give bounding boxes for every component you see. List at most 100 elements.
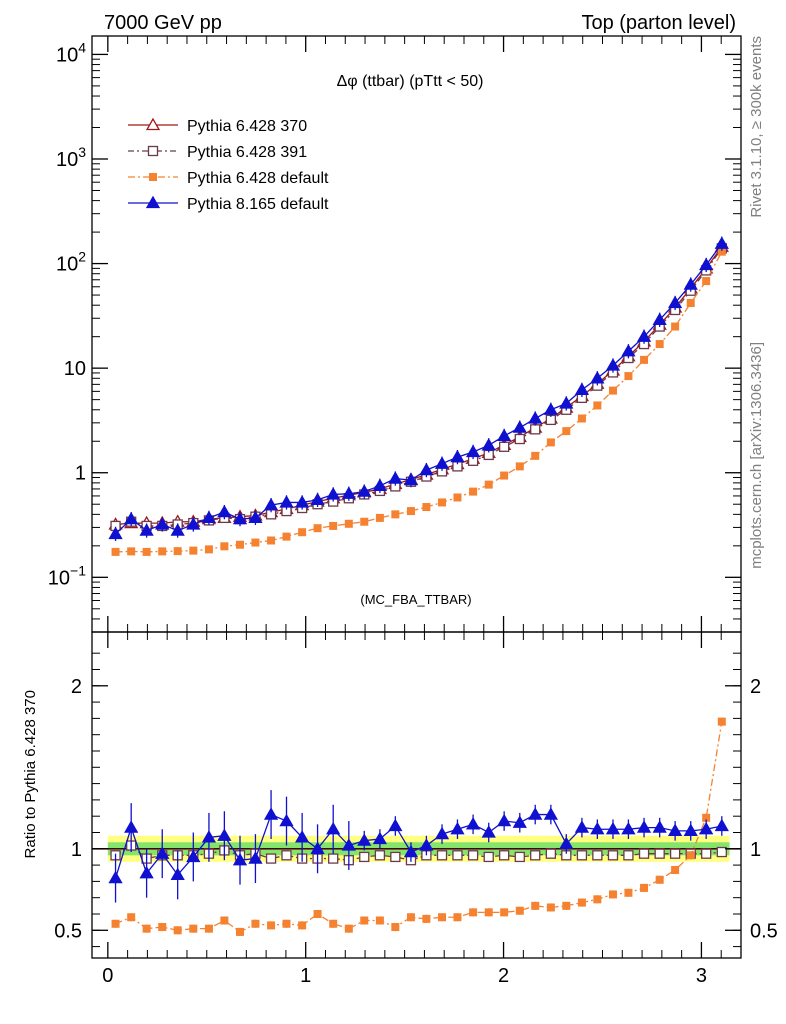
ratio-point [124,820,139,833]
ratio-y-tick-label-right: 0.5 [750,920,778,942]
y-tick-label: 1 [75,463,86,485]
ratio-point [484,908,493,917]
data-point [714,236,729,249]
data-point [344,519,353,528]
data-point [189,546,198,555]
data-point [608,386,617,395]
ratio-point [497,813,512,827]
legend-label: Pythia 6.428 370 [187,118,307,135]
data-point [531,451,540,460]
legend-marker [149,173,157,181]
ratio-point [310,841,325,854]
data-point [590,370,605,384]
ratio-point [329,919,338,928]
ratio-point [714,818,729,832]
data-point [434,456,450,469]
data-point [699,257,714,271]
data-point [357,484,372,497]
y-tick-label: 10 [64,358,86,380]
data-point [108,526,123,540]
data-point [127,547,136,556]
ratio-point [499,850,510,861]
data-point [562,427,571,436]
ratio-point [638,848,650,859]
ratio-point [298,921,307,930]
ratio-point [608,890,617,899]
ratio-point [201,830,217,843]
data-point [124,511,139,525]
ratio-point [546,903,555,912]
ratio-point [467,850,479,861]
data-point [512,420,527,433]
ratio-point [624,888,633,897]
data-point [574,382,590,396]
ratio-point [127,913,136,922]
data-point [375,513,384,522]
data-point [636,329,652,342]
ratio-point [111,919,120,928]
x-tick-label: 3 [696,965,707,987]
y-tick-label: 10−1 [48,562,86,589]
ratio-point [189,924,198,933]
ratio-point [545,848,557,859]
ratio-point [357,833,372,846]
ratio-point [562,901,571,910]
ratio-point [139,865,154,879]
ratio-point [528,807,543,820]
series-0 [108,239,729,530]
ratio-point [686,851,695,860]
ratio-point [607,850,619,861]
data-point [170,523,185,536]
data-point [621,343,636,357]
data-point [422,503,431,512]
y-tick-label: 104 [56,39,86,66]
ratio-point [279,813,294,827]
legend-label: Pythia 8.165 default [187,196,329,213]
ratio-y-tick-label: 0.5 [54,920,82,942]
ratio-frame [91,631,742,959]
data-point [717,247,726,256]
legend-marker [145,117,161,131]
data-point [546,438,555,447]
ratio-point [592,850,603,861]
data-point [391,510,400,519]
data-point [624,372,633,381]
ratio-point [605,821,621,835]
data-point [220,542,229,551]
data-point [652,312,667,325]
y-tick-label: 103 [56,144,86,171]
data-point [484,480,493,489]
ratio-point [155,846,170,859]
ratio-point [158,923,167,932]
legend-label: Pythia 6.428 391 [187,144,307,161]
ratio-point [328,853,339,864]
data-point [155,517,170,530]
data-point [515,462,524,471]
data-point [671,322,680,331]
ratio-point [359,851,370,863]
data-point [683,277,698,290]
ratio-point [388,818,403,832]
ratio-point [390,851,401,863]
legend-item-1: Pythia 6.428 391 [128,144,307,161]
ratio-point [344,924,353,933]
data-point [232,511,248,525]
ratio-point [375,916,384,925]
ratio-point [669,848,681,859]
data-point [499,441,510,452]
legend-item-3: Pythia 8.165 default [128,195,329,213]
ratio-line [114,813,722,879]
ratio-point [576,850,588,861]
ratio-point [699,821,714,835]
data-point [360,517,369,526]
ratio-point [701,848,712,859]
data-point [500,471,509,480]
data-point [453,493,462,502]
data-point [372,478,388,491]
mcplots-label: mcplots.cern.ch [arXiv:1306.3436] [748,342,765,569]
ratio-point [450,821,465,835]
ratio-point [360,916,369,925]
series-line [115,246,723,526]
ratio-point [372,831,388,845]
ratio-point [265,853,277,864]
